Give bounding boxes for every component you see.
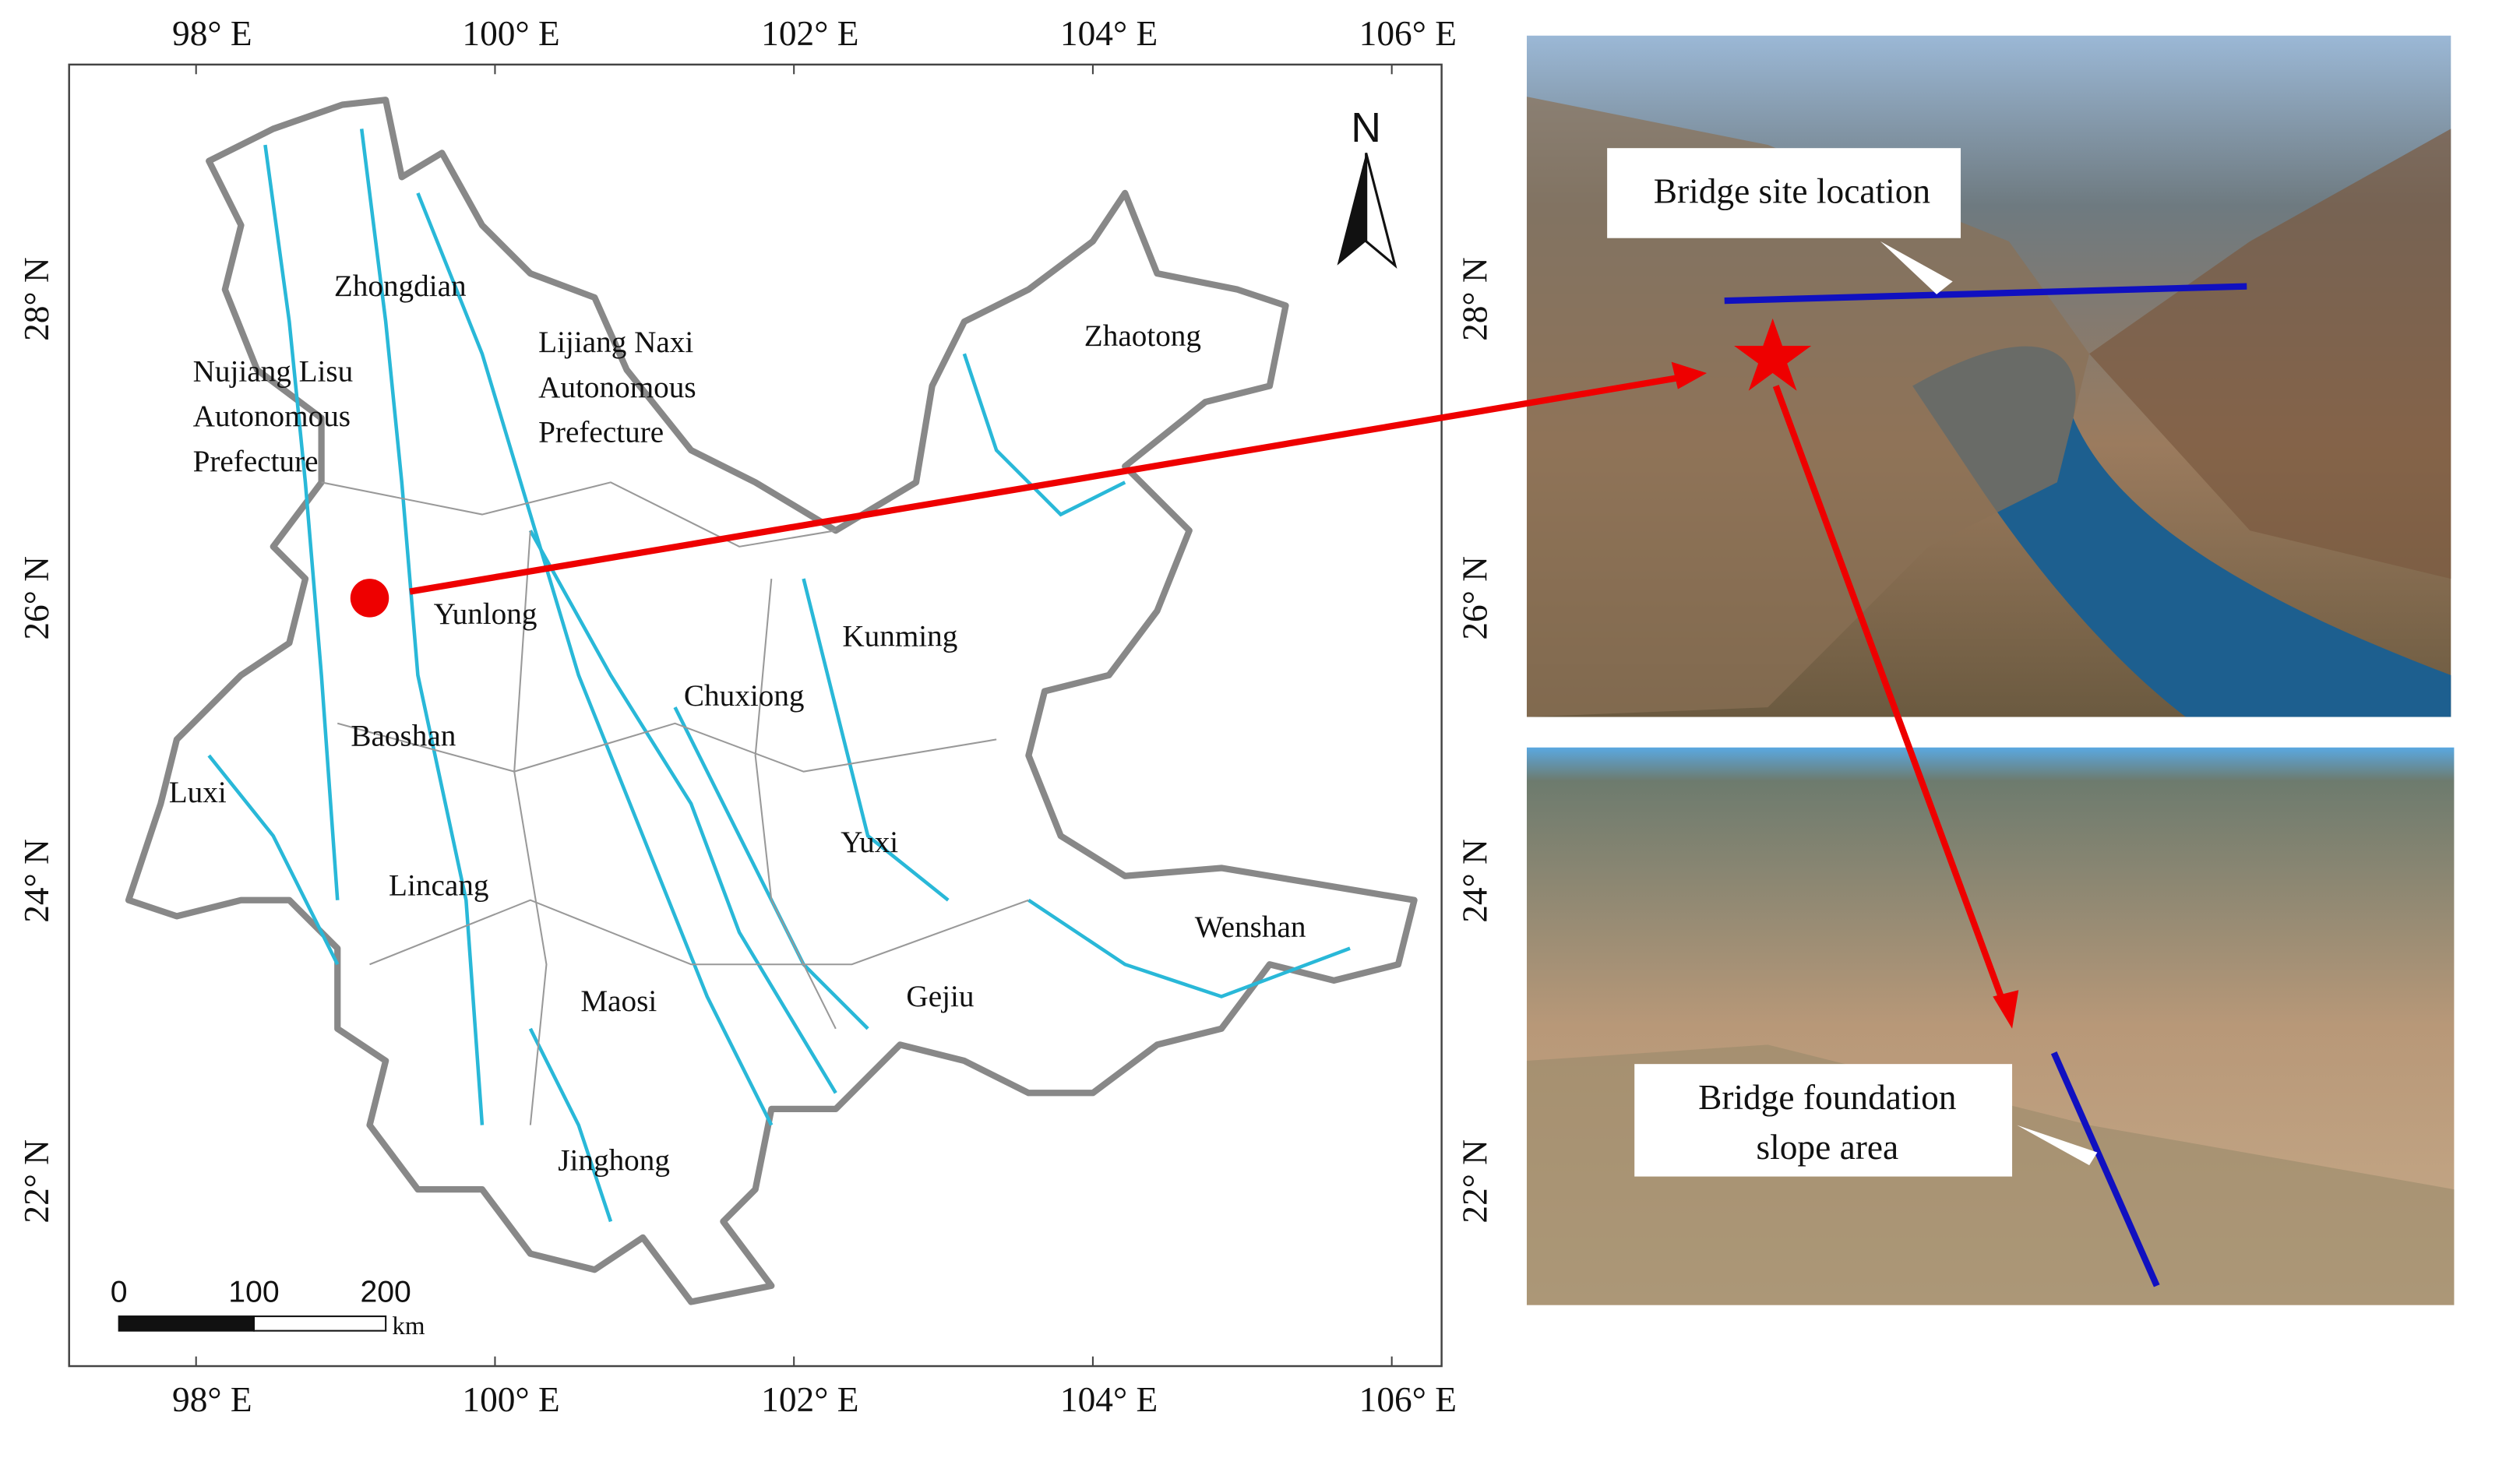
place-label: Zhaotong [1084, 319, 1201, 353]
lat-label: 26° N [17, 556, 56, 640]
place-label: Jinghong [558, 1143, 670, 1177]
place-label: Luxi [169, 776, 227, 809]
scale-unit: km [392, 1312, 425, 1340]
lat-label: 24° N [17, 839, 56, 923]
lon-label: 106° E [1359, 1380, 1457, 1419]
place-label: Kunming [842, 620, 957, 653]
lat-label: 28° N [17, 257, 56, 341]
place-label: Autonomous [193, 400, 351, 433]
photo-label: slope area [1756, 1128, 1898, 1167]
lat-label: 22° N [1455, 1139, 1494, 1224]
province-outline [125, 97, 1418, 1305]
place-label: Prefecture [193, 445, 319, 478]
place-label: Prefecture [538, 416, 664, 449]
lon-label: 104° E [1060, 1380, 1158, 1419]
photo-label: Bridge foundation [1698, 1078, 1956, 1117]
place-label: Wenshan [1195, 910, 1306, 944]
place-label: Baoshan [351, 720, 456, 753]
admin-boundaries [321, 481, 1029, 1125]
place-label: Autonomous [538, 371, 696, 404]
scale-bar [118, 1315, 387, 1332]
lon-label: 100° E [462, 14, 559, 53]
place-label: Nujiang Lisu [193, 354, 354, 388]
link-arrows [409, 318, 2019, 1029]
lon-label: 98° E [172, 1380, 252, 1419]
lon-label: 100° E [462, 1380, 559, 1419]
lat-label: 22° N [17, 1139, 56, 1224]
lon-label: 104° E [1060, 14, 1158, 53]
lon-label: 102° E [761, 1380, 858, 1419]
lon-label: 106° E [1359, 14, 1457, 53]
scale-label: 0 [111, 1276, 128, 1309]
photo-label: Bridge site location [1654, 171, 1930, 210]
place-label: Lincang [389, 869, 488, 903]
place-labels: Zhongdian Nujiang Lisu Autonomous Prefectur… [169, 269, 1306, 1177]
north-label: N [1351, 104, 1381, 151]
north-arrow: N [1337, 104, 1397, 269]
photo-bottom [1526, 747, 2455, 1305]
lat-label: 26° N [1455, 556, 1494, 640]
lat-label: 24° N [1455, 839, 1494, 923]
lat-label: 28° N [1455, 257, 1494, 341]
scale-label: 200 [360, 1276, 411, 1309]
place-label: Maosi [580, 984, 657, 1018]
scale-label: 100 [228, 1276, 279, 1309]
graticule: 98° E 98° E 100° E 100° E 102° E 102° E 104° E… [17, 14, 1495, 1419]
place-label: Lijiang Naxi [538, 326, 693, 359]
place-label: Yunlong [434, 597, 537, 631]
place-label: Zhongdian [334, 269, 467, 303]
photo-top [1526, 35, 2451, 717]
lon-label: 98° E [172, 14, 252, 53]
place-label: Gejiu [906, 980, 974, 1013]
lon-label: 102° E [761, 14, 858, 53]
site-marker [350, 579, 389, 618]
place-label: Yuxi [841, 826, 898, 859]
place-label: Chuxiong [684, 679, 805, 713]
rivers [207, 129, 1351, 1223]
